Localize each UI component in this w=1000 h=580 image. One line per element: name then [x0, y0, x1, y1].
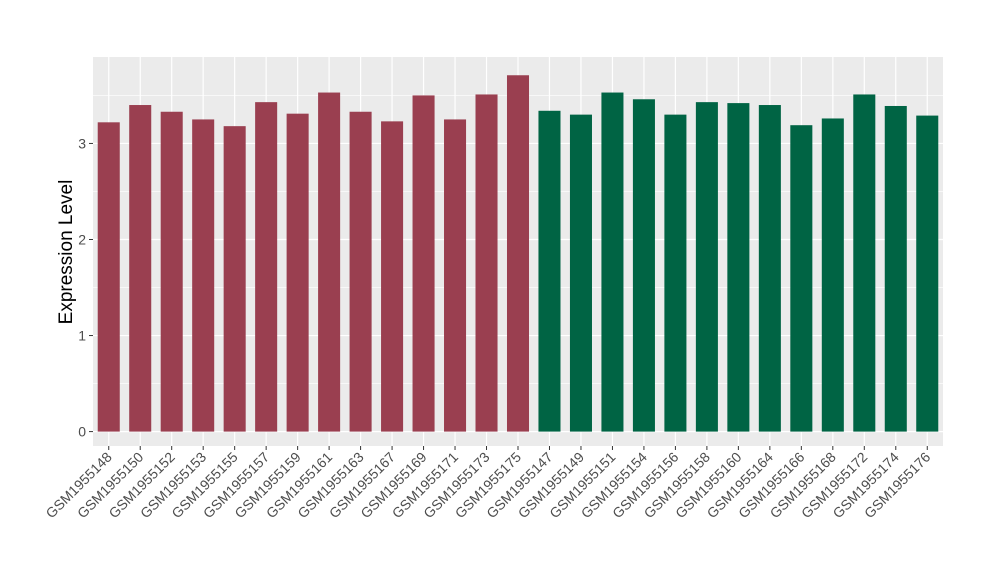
bars	[97, 75, 939, 432]
bar-GSM1955171	[444, 119, 467, 432]
bar-GSM1955160	[727, 103, 750, 432]
bar-GSM1955158	[695, 102, 718, 432]
y-tick-label: 0	[78, 424, 86, 440]
bar-GSM1955149	[569, 114, 592, 432]
bar-GSM1955173	[475, 94, 498, 432]
bar-GSM1955161	[318, 92, 341, 432]
y-axis: 0 1 2 3	[78, 135, 93, 440]
bar-GSM1955176	[916, 115, 939, 432]
y-tick-label: 3	[78, 135, 86, 151]
bar-GSM1955169	[412, 95, 435, 432]
bar-GSM1955175	[506, 75, 530, 432]
bar-GSM1955157	[255, 102, 278, 432]
x-axis: GSM1955148GSM1955150GSM1955152GSM1955153…	[42, 446, 934, 521]
bar-GSM1955147	[538, 110, 561, 432]
bar-GSM1955159	[286, 113, 309, 432]
bar-GSM1955174	[884, 105, 907, 432]
y-tick-label: 2	[78, 231, 86, 247]
bar-GSM1955168	[821, 118, 844, 432]
bar-GSM1955154	[632, 99, 655, 432]
bar-GSM1955153	[192, 119, 215, 432]
bar-GSM1955152	[160, 111, 183, 432]
y-axis-title: Expression Level	[56, 180, 77, 325]
y-tick-label: 1	[78, 328, 86, 344]
bar-GSM1955151	[601, 92, 624, 432]
bar-GSM1955155	[223, 126, 246, 432]
bar-GSM1955150	[129, 105, 152, 432]
bar-GSM1955166	[790, 125, 813, 432]
bar-GSM1955167	[381, 121, 404, 432]
bar-GSM1955164	[758, 105, 781, 432]
bar-GSM1955148	[97, 122, 120, 432]
bar-GSM1955172	[853, 94, 876, 432]
bar-GSM1955156	[664, 114, 687, 432]
bar-GSM1955163	[349, 111, 372, 432]
